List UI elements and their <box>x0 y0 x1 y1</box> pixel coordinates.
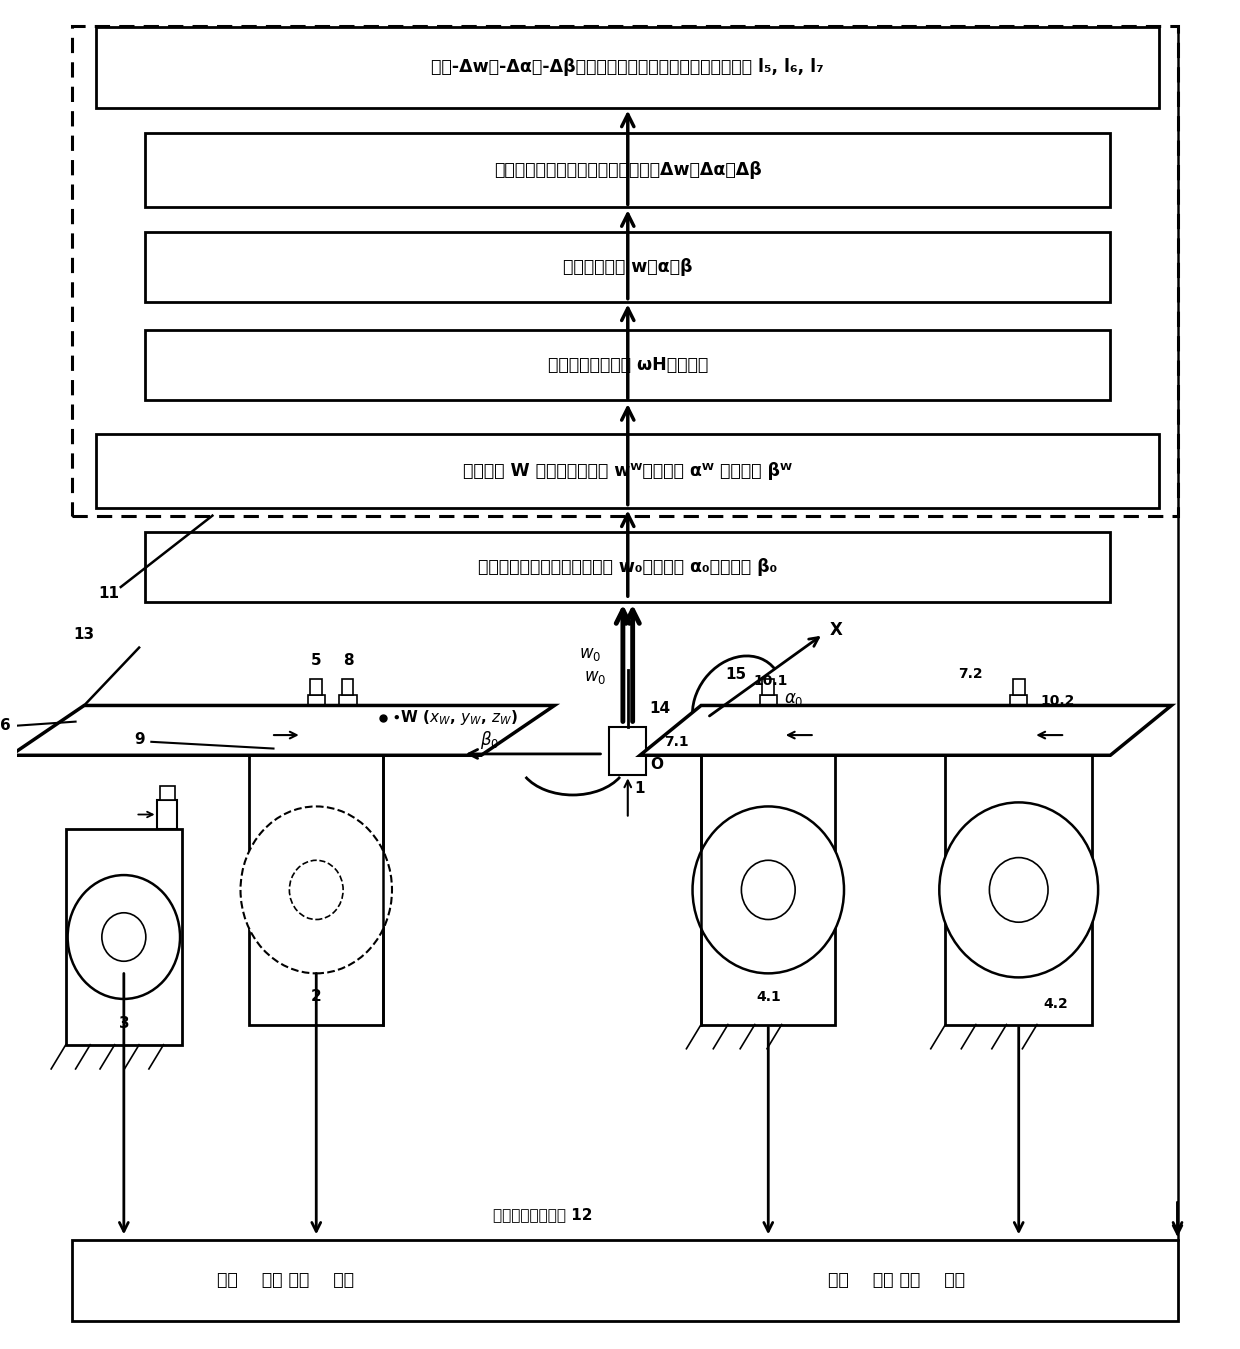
Text: 6: 6 <box>0 718 11 733</box>
Text: $w_0$: $w_0$ <box>584 668 606 687</box>
Bar <box>66 830 182 1044</box>
Text: 4.1: 4.1 <box>756 990 781 1004</box>
Text: $\beta_0$: $\beta_0$ <box>480 730 500 751</box>
Bar <box>157 800 177 830</box>
Text: 5: 5 <box>311 653 321 668</box>
Bar <box>145 532 1110 602</box>
Text: 1: 1 <box>634 781 645 796</box>
Text: X: X <box>830 621 842 639</box>
Text: 与上个扫描周同一值相比计算变化量Δw、Δα、Δβ: 与上个扫描周同一值相比计算变化量Δw、Δα、Δβ <box>494 161 761 178</box>
Circle shape <box>940 803 1099 978</box>
Bar <box>342 679 353 695</box>
Bar <box>160 786 175 800</box>
Bar <box>754 715 782 755</box>
Circle shape <box>990 858 1048 923</box>
Bar <box>336 715 361 755</box>
Text: 13: 13 <box>73 627 94 642</box>
Bar <box>97 434 1159 509</box>
Text: 以（-Δw，-Δα，-Δβ）为控制目标计算各悬挂组名义伸长量 l₅, l₆, l₇: 以（-Δw，-Δα，-Δβ）为控制目标计算各悬挂组名义伸长量 l₅, l₆, l… <box>432 58 825 77</box>
Bar <box>609 727 646 776</box>
Text: 10.2: 10.2 <box>1040 695 1075 708</box>
Bar <box>97 27 1159 108</box>
Text: 油缸伺服控制器组 12: 油缸伺服控制器组 12 <box>492 1207 591 1222</box>
Text: 4.2: 4.2 <box>1043 997 1068 1010</box>
Text: 9: 9 <box>135 731 145 746</box>
Text: $\bullet$W ($x_W$, $y_W$, $z_W$): $\bullet$W ($x_W$, $y_W$, $z_W$) <box>391 708 518 727</box>
Bar <box>945 755 1092 1024</box>
Bar <box>145 232 1110 302</box>
Circle shape <box>68 876 180 1000</box>
Bar <box>145 331 1110 399</box>
Text: 8: 8 <box>342 653 353 668</box>
Bar <box>72 26 1178 515</box>
Circle shape <box>742 861 795 920</box>
Text: 14: 14 <box>650 700 671 716</box>
Circle shape <box>241 807 392 974</box>
Text: 3: 3 <box>119 1016 129 1031</box>
Polygon shape <box>11 706 554 755</box>
Bar <box>763 679 774 695</box>
Text: O: O <box>650 757 662 772</box>
Text: 7.1: 7.1 <box>665 735 689 749</box>
Text: $\alpha_0$: $\alpha_0$ <box>784 689 804 708</box>
Circle shape <box>692 807 844 974</box>
Circle shape <box>102 913 146 962</box>
Text: 15: 15 <box>725 666 746 683</box>
Bar <box>145 132 1110 206</box>
Bar <box>301 715 331 755</box>
Bar <box>1013 679 1024 695</box>
Bar <box>249 755 383 1024</box>
Text: 控制    反馈 控制    反馈: 控制 反馈 控制 反馈 <box>828 1271 965 1290</box>
Bar <box>340 695 357 715</box>
Text: 2: 2 <box>311 989 321 1004</box>
Text: 计算质心 W 处的垂向位移为 wᵂ，俯仰角 αᵂ 和滚动角 βᵂ: 计算质心 W 处的垂向位移为 wᵂ，俯仰角 αᵂ 和滚动角 βᵂ <box>464 463 792 480</box>
Bar <box>308 695 325 715</box>
Text: 11: 11 <box>98 587 119 602</box>
Polygon shape <box>640 706 1172 755</box>
Bar <box>1011 695 1027 715</box>
Text: $w_0$: $w_0$ <box>579 645 601 664</box>
Bar <box>760 695 776 715</box>
Bar <box>72 1240 1178 1321</box>
Text: 惯性测量单元测得的垂向位移 w₀、俯仰角 α₀与滚动角 β₀: 惯性测量单元测得的垂向位移 w₀、俯仰角 α₀与滚动角 β₀ <box>479 557 777 576</box>
Bar <box>310 679 322 695</box>
Text: 控制    反馈 控制    反馈: 控制 反馈 控制 反馈 <box>217 1271 355 1290</box>
Bar <box>701 755 836 1024</box>
Text: 分别进行截止频率 ωH高通滤波: 分别进行截止频率 ωH高通滤波 <box>548 356 708 374</box>
Text: 7.2: 7.2 <box>957 668 982 681</box>
Text: 10.1: 10.1 <box>754 674 787 688</box>
Circle shape <box>289 861 343 920</box>
Text: 求得滤波的值 w、α、β: 求得滤波的值 w、α、β <box>563 258 692 275</box>
Bar <box>1004 715 1033 755</box>
